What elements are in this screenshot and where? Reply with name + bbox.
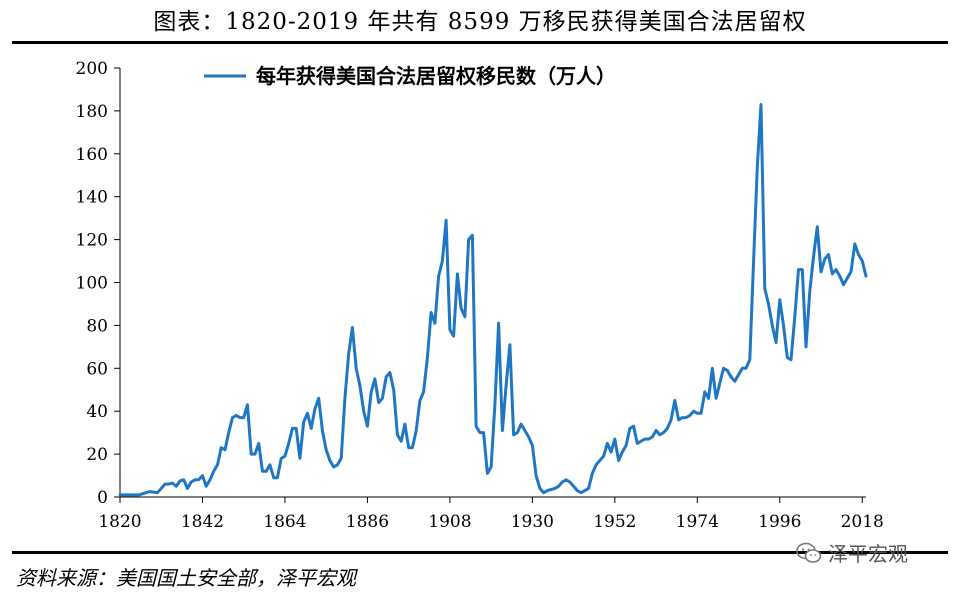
y-tick-label: 200 xyxy=(76,59,108,79)
source-note: 资料来源：美国国土安全部，泽平宏观 xyxy=(16,566,356,590)
x-tick-label: 1952 xyxy=(593,512,636,532)
y-tick-label: 40 xyxy=(86,402,108,422)
y-tick-label: 20 xyxy=(86,445,108,465)
x-tick-label: 1864 xyxy=(263,512,306,532)
x-tick-label: 1974 xyxy=(676,512,719,532)
top-rule xyxy=(12,41,948,44)
y-tick-label: 160 xyxy=(76,145,108,165)
x-tick-label: 1886 xyxy=(346,512,389,532)
page-title: 图表：1820-2019 年共有 8599 万移民获得美国合法居留权 xyxy=(153,9,807,35)
x-tick-label: 1930 xyxy=(511,512,554,532)
line-chart: 0 20 40 60 80 100 120 140 160 180 200 1820 1842 1864 1… xyxy=(76,59,884,532)
y-tick-label: 100 xyxy=(76,274,108,294)
x-tick-label: 1996 xyxy=(758,512,801,532)
x-tick-label: 1842 xyxy=(181,512,224,532)
y-tick-label: 0 xyxy=(97,488,108,508)
y-tick-label: 80 xyxy=(86,316,108,336)
bottom-rule xyxy=(12,551,948,554)
y-tick-label: 60 xyxy=(86,359,108,379)
y-tick-label: 120 xyxy=(76,231,108,251)
wechat-icon xyxy=(796,542,822,563)
watermark: 泽平宏观 xyxy=(796,538,908,567)
x-tick-label: 1820 xyxy=(98,512,141,532)
legend-label: 每年获得美国合法居留权移民数（万人） xyxy=(256,64,616,88)
y-tick-label: 140 xyxy=(76,188,108,208)
y-tick-label: 180 xyxy=(76,102,108,122)
watermark-text: 泽平宏观 xyxy=(828,542,908,566)
x-tick-label: 2018 xyxy=(841,512,884,532)
series-line xyxy=(118,103,868,497)
x-tick-label: 1908 xyxy=(428,512,471,532)
